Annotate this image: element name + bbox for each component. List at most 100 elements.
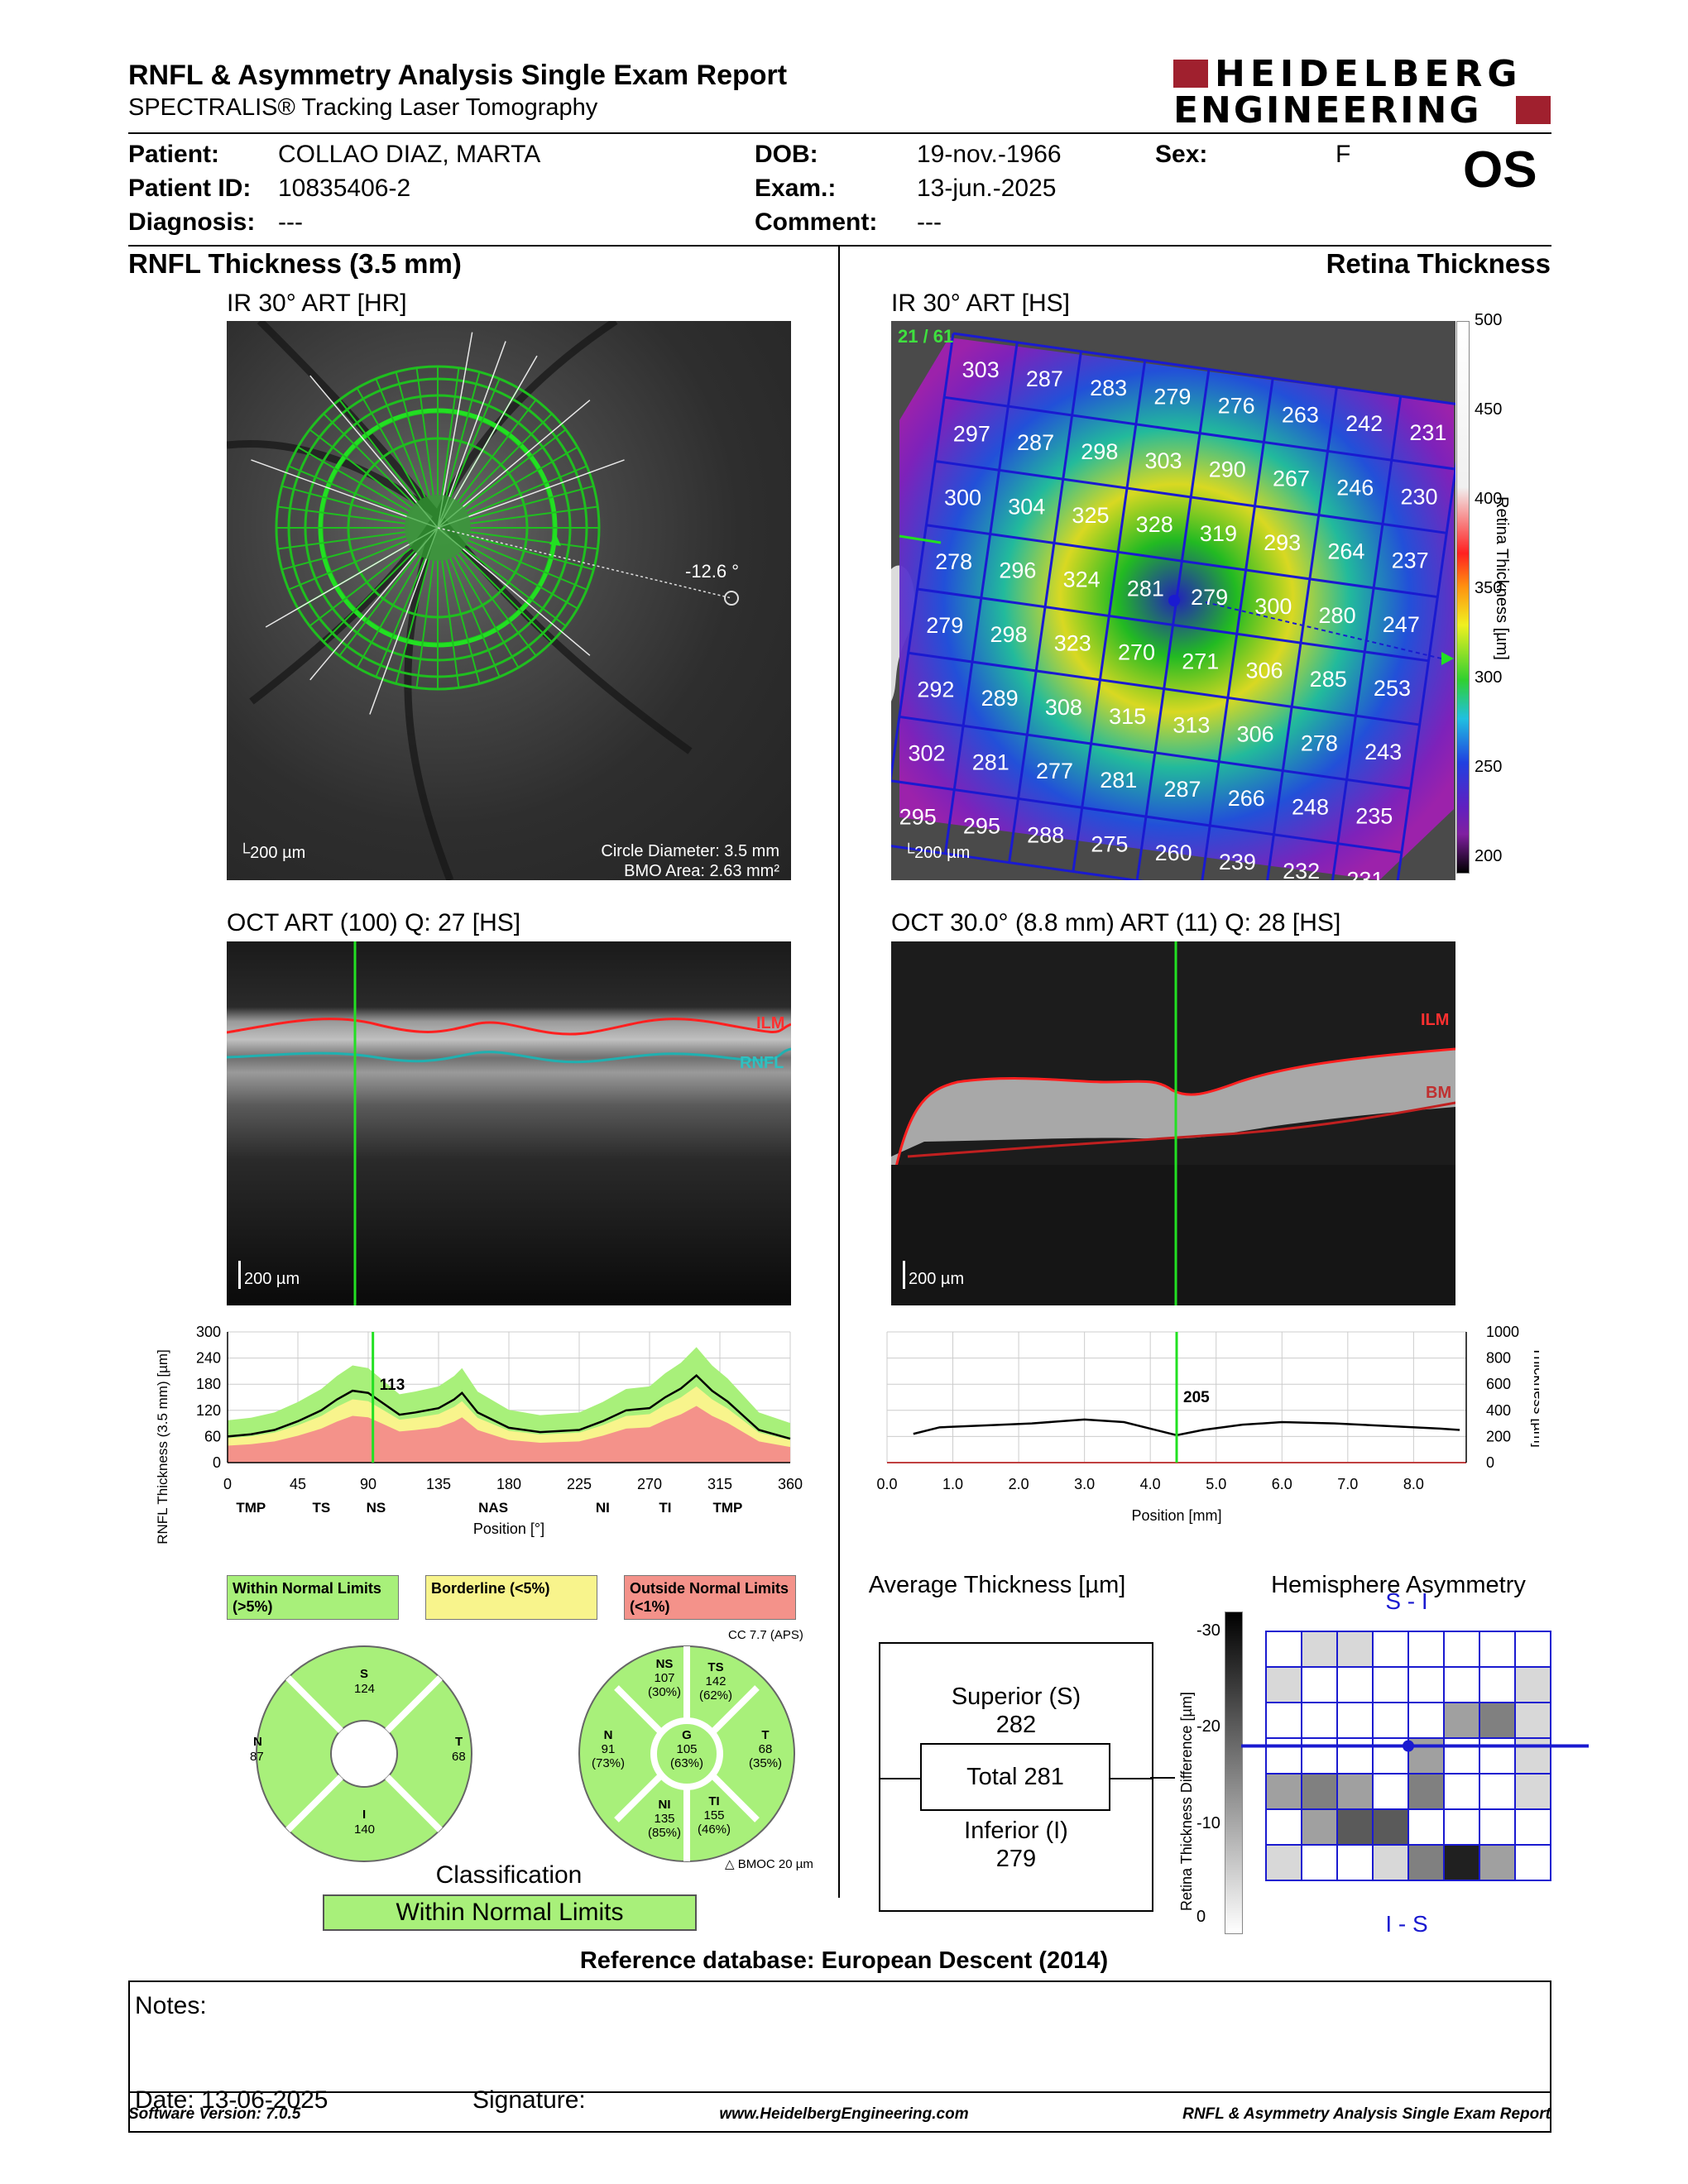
patient-name: COLLAO DIAZ, MARTA — [278, 141, 541, 168]
sector-ts-value: 142 — [705, 1674, 727, 1688]
asymmetry-cell — [1443, 1844, 1480, 1881]
eye-label: OS — [1463, 141, 1537, 199]
grid-cell-value: 253 — [1374, 676, 1411, 701]
grid-cell-value: 297 — [953, 421, 990, 446]
sector-label: NI — [596, 1500, 610, 1516]
sector-t6-pct: (35%) — [748, 1756, 782, 1770]
sector-label: TMP — [712, 1500, 742, 1516]
notes-label: Notes: — [135, 1992, 207, 2019]
grid-cell-value: 303 — [962, 357, 1000, 382]
grid-cell-value: 306 — [1245, 658, 1283, 682]
avg-superior-label: Superior (S) — [951, 1684, 1081, 1710]
rnfl-series-line — [227, 1373, 791, 1440]
grid-cell-value: 300 — [1254, 594, 1292, 619]
sector-ti-value: 155 — [703, 1808, 725, 1822]
notes-box: Notes: Date: 13-06-2025 Signature: — [128, 1980, 1551, 2133]
exam-date: 13-jun.-2025 — [917, 175, 1057, 202]
sector-t6-label: T — [761, 1728, 770, 1742]
y-tick: 600 — [1486, 1376, 1511, 1392]
sector-label: TS — [312, 1500, 330, 1516]
x-tick: 6.0 — [1272, 1476, 1292, 1492]
asymmetry-bottom-label: I - S — [1385, 1911, 1428, 1937]
y-tick: 240 — [196, 1350, 221, 1367]
grid-cell-value: 237 — [1392, 548, 1429, 573]
grid-cell-value: 278 — [935, 549, 972, 574]
colorbar-tick: 300 — [1475, 668, 1503, 687]
asymmetry-cell — [1407, 1808, 1445, 1846]
asymmetry-cell — [1407, 1666, 1445, 1703]
patient-id: 10835406-2 — [278, 175, 411, 202]
sector-ts-pct: (62%) — [698, 1688, 732, 1703]
asymmetry-cell — [1301, 1702, 1338, 1739]
x-tick: 3.0 — [1074, 1476, 1095, 1492]
diagnosis-label: Diagnosis: — [128, 208, 256, 236]
column-divider — [838, 247, 840, 1898]
grid-cell-value: 276 — [1218, 393, 1255, 418]
asymmetry-cell — [1443, 1702, 1480, 1739]
cursor-value: 205 — [1183, 1389, 1210, 1406]
grid-cell-value: 287 — [1017, 430, 1054, 455]
asymmetry-cell — [1265, 1773, 1302, 1810]
asymmetry-cell — [1479, 1702, 1516, 1739]
grid-cell-value: 292 — [917, 677, 954, 702]
asymmetry-cell — [1336, 1702, 1374, 1739]
sector-n6-pct: (73%) — [591, 1756, 625, 1770]
grid-cell-value: 235 — [1355, 803, 1393, 828]
x-tick: 0 — [223, 1476, 232, 1492]
x-axis-label: Position [°] — [473, 1521, 544, 1537]
grid-cell-value: 324 — [1063, 567, 1101, 592]
asymmetry-scale-label: Retina Thickness Difference [µm] — [1178, 1692, 1195, 1911]
asymmetry-cell — [1265, 1631, 1302, 1668]
asymmetry-cell — [1265, 1702, 1302, 1739]
asymmetry-cell — [1372, 1702, 1409, 1739]
patient-id-label: Patient ID: — [128, 175, 252, 202]
avg-thickness-title: Average Thickness [µm] — [868, 1572, 1126, 1598]
colorbar-tick: 250 — [1475, 758, 1503, 776]
sector-circle-6 — [578, 1645, 795, 1862]
asymmetry-cell — [1407, 1631, 1445, 1668]
circle-diameter: Circle Diameter: 3.5 mm — [601, 842, 779, 860]
colorbar-tick: 500 — [1475, 311, 1503, 329]
x-tick: 0.0 — [877, 1476, 898, 1492]
grid-cell-value: 260 — [1155, 841, 1192, 865]
grid-cell-value: 279 — [1191, 585, 1228, 610]
fovea-marker — [1403, 1740, 1414, 1752]
patient-label: Patient: — [128, 141, 220, 168]
asymmetry-cell — [1407, 1844, 1445, 1881]
thickness-colorbar — [1456, 321, 1470, 874]
grid-cell-value: 290 — [1209, 457, 1246, 482]
grid-cell-value: 296 — [999, 558, 1036, 583]
y-tick: 60 — [204, 1428, 221, 1444]
legend-onl: Outside Normal Limits (<1%) — [624, 1575, 796, 1620]
grid-cell-value: 325 — [1072, 503, 1109, 528]
y-axis-label: RNFL Thickness (3.5 mm) [µm] — [155, 1349, 170, 1545]
cursor-value: 113 — [380, 1377, 405, 1394]
sector-ts-label: TS — [707, 1660, 724, 1674]
grid-cell-value: 239 — [1219, 850, 1256, 874]
grid-cell-value: 298 — [990, 622, 1027, 647]
ir-right-scalebar: └200 µm — [903, 844, 971, 862]
grid-cell-value: 313 — [1172, 713, 1210, 738]
grid-cell-value: 281 — [972, 750, 1009, 774]
asymmetry-cell — [1336, 1666, 1374, 1703]
asymmetry-cell — [1372, 1808, 1409, 1846]
dob: 19-nov.-1966 — [917, 141, 1062, 168]
report-title: RNFL & Asymmetry Analysis Single Exam Re… — [128, 60, 788, 91]
legend-borderline: Borderline (<5%) — [425, 1575, 597, 1620]
grid-cell-value: 277 — [1036, 759, 1073, 783]
asymmetry-top-label: S - I — [1385, 1588, 1428, 1614]
sector-ns-value: 107 — [654, 1671, 675, 1685]
oct-right-scalebar: 200 µm — [903, 1261, 964, 1289]
x-tick: 4.0 — [1140, 1476, 1161, 1492]
comment-label: Comment: — [755, 208, 878, 236]
rnfl-profile-chart: 300 240 180 120 60 00 45 90 135 180 225 270 315 360 11… — [155, 1324, 803, 1545]
date-label: Date: 13-06-2025 — [135, 2086, 328, 2114]
asymmetry-cell — [1265, 1737, 1302, 1774]
grid-cell-value: 287 — [1026, 366, 1063, 391]
avg-inferior-label: Inferior (I) — [964, 1818, 1068, 1844]
asymmetry-cell — [1443, 1737, 1480, 1774]
x-axis-label: Position [mm] — [1131, 1507, 1221, 1524]
grid-cell-value: 315 — [1109, 704, 1146, 729]
grid-cell-value: 308 — [1045, 695, 1082, 720]
grid-cell-value: 295 — [963, 814, 1000, 839]
